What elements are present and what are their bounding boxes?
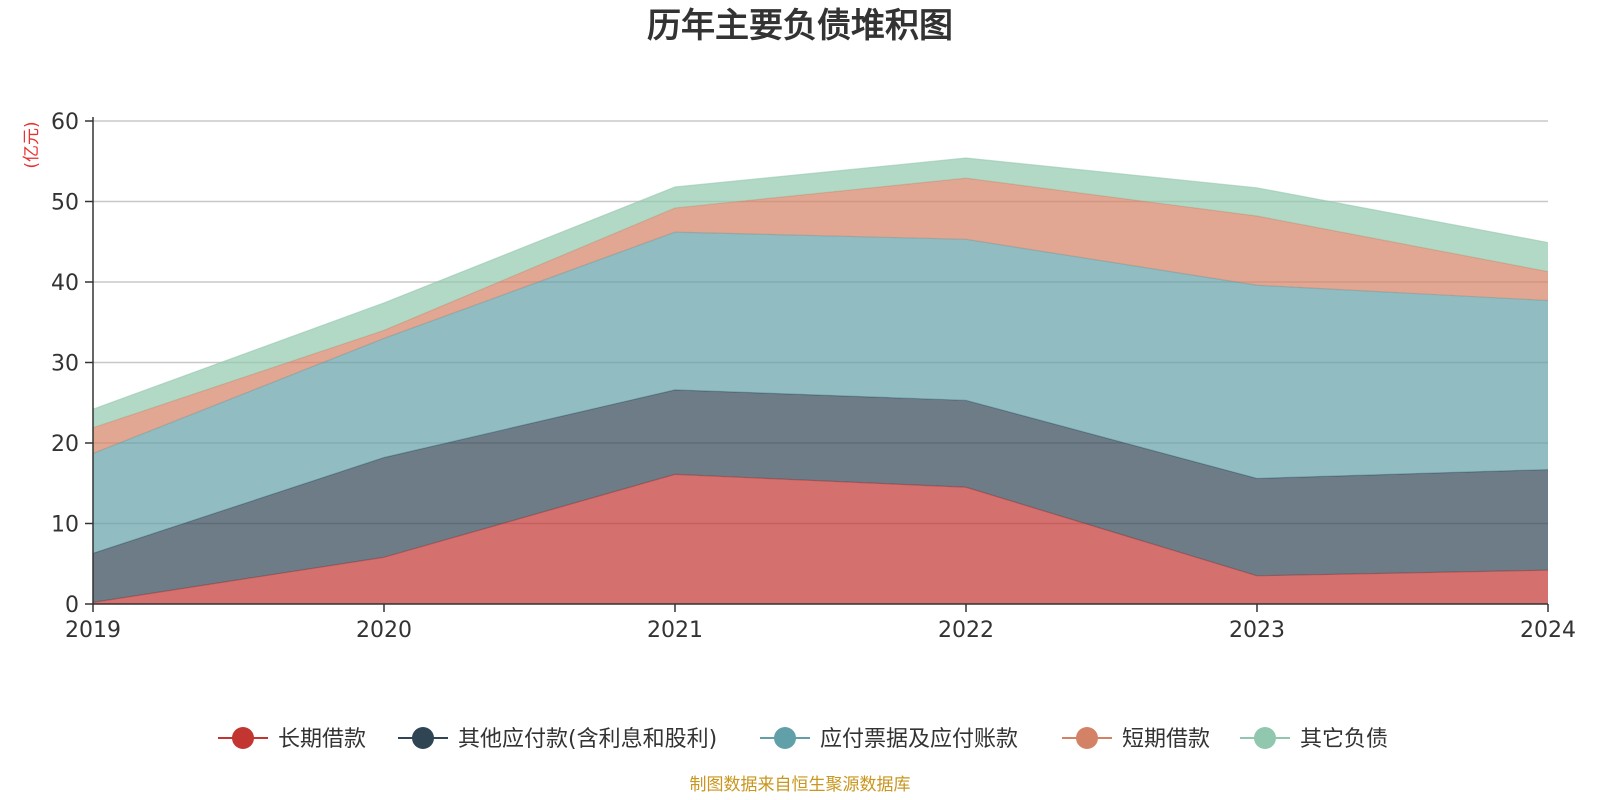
x-tick-label: 2019 bbox=[65, 618, 121, 643]
legend[interactable]: 长期借款 其他应付款(含利息和股利) 应付票据及应付账款 短期借款 其它负债 bbox=[218, 727, 1388, 752]
legend-item-3[interactable]: 短期借款 bbox=[1062, 727, 1210, 752]
legend-item-4[interactable]: 其它负债 bbox=[1240, 727, 1388, 752]
area-series-1[interactable] bbox=[93, 389, 1548, 603]
y-tick-label: 40 bbox=[51, 271, 79, 296]
source-note: 制图数据来自恒生聚源数据库 bbox=[690, 775, 911, 795]
x-tick-label: 2022 bbox=[938, 618, 994, 643]
legend-item-1[interactable]: 其他应付款(含利息和股利) bbox=[398, 727, 717, 752]
y-tick-label: 0 bbox=[65, 593, 79, 618]
legend-label: 其它负债 bbox=[1300, 727, 1388, 752]
area-series-3[interactable] bbox=[93, 178, 1548, 454]
y-tick-label: 20 bbox=[51, 432, 79, 457]
areas bbox=[92, 157, 1549, 604]
legend-marker bbox=[412, 727, 434, 749]
legend-item-0[interactable]: 长期借款 bbox=[218, 727, 366, 752]
legend-label: 短期借款 bbox=[1122, 727, 1210, 752]
area-edge-4 bbox=[92, 157, 1549, 410]
legend-label: 长期借款 bbox=[278, 727, 366, 752]
unit-label: (亿元) bbox=[22, 121, 42, 168]
y-tick-label: 30 bbox=[51, 352, 79, 377]
legend-label: 应付票据及应付账款 bbox=[820, 727, 1018, 752]
chart-title: 历年主要负债堆积图 bbox=[647, 6, 953, 46]
x-tick-label: 2021 bbox=[647, 618, 703, 643]
legend-item-2[interactable]: 应付票据及应付账款 bbox=[760, 727, 1018, 752]
y-tick-label: 10 bbox=[51, 513, 79, 538]
legend-marker bbox=[1254, 727, 1276, 749]
area-series-0[interactable] bbox=[93, 474, 1548, 604]
legend-marker bbox=[774, 727, 796, 749]
y-tick-label: 50 bbox=[51, 191, 79, 216]
y-tick-label: 60 bbox=[51, 110, 79, 135]
x-tick-label: 2023 bbox=[1229, 618, 1285, 643]
x-tick-label: 2020 bbox=[356, 618, 412, 643]
x-tick-label: 2024 bbox=[1520, 618, 1576, 643]
axes: 0 10 20 30 40 50 60 2019 2020 2021 2022 2023 2024 bbox=[51, 110, 1576, 643]
legend-marker bbox=[1076, 727, 1098, 749]
legend-label: 其他应付款(含利息和股利) bbox=[458, 727, 717, 752]
legend-marker bbox=[232, 727, 254, 749]
